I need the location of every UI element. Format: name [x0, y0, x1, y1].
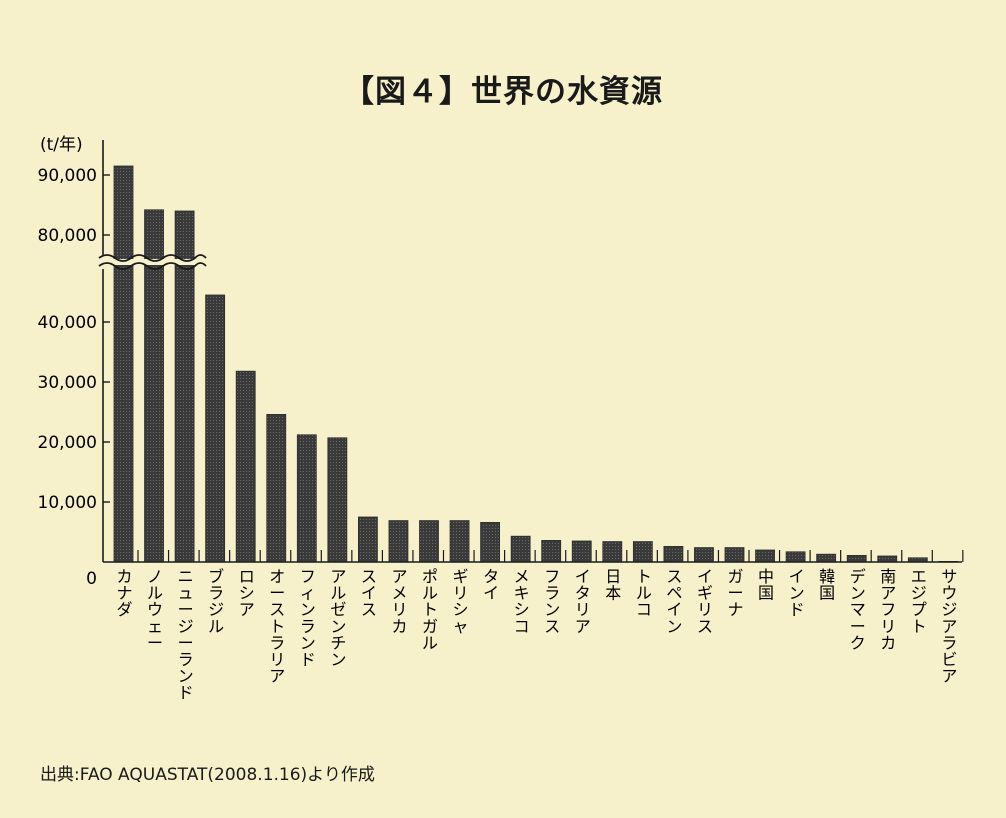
bar	[816, 553, 837, 563]
y-tick-label: 90,000	[38, 166, 97, 186]
x-tick-label: 韓国	[819, 567, 835, 603]
axis-break-gap	[97, 259, 207, 265]
y-tick-label: 10,000	[38, 493, 97, 513]
y-axis-unit-label: (t/年)	[40, 135, 83, 155]
y-tick-label: 30,000	[38, 373, 97, 393]
x-tick-label: オーストラリア	[269, 567, 285, 686]
bar	[449, 520, 470, 563]
x-tick-label: 南アフリカ	[880, 567, 896, 652]
x-tick-label: トルコ	[636, 567, 652, 619]
bar	[266, 413, 287, 563]
chart-title: 【図４】世界の水資源	[343, 74, 663, 110]
x-tick-label: フィンランド	[300, 567, 316, 669]
bar	[785, 551, 806, 563]
x-tick-label: サウジアラビア	[941, 567, 957, 686]
x-tick-label: メキシコ	[514, 567, 530, 636]
bar	[724, 547, 745, 563]
x-tick-label: インド	[789, 567, 805, 619]
x-tick-label: デンマーク	[850, 567, 866, 652]
axis-break-line	[98, 254, 207, 262]
x-tick-label: イギリス	[697, 567, 713, 636]
bar	[327, 437, 348, 563]
x-tick-label: ブラジル	[208, 567, 224, 636]
bar	[357, 516, 378, 563]
y-tick-label: 40,000	[38, 313, 97, 333]
bar	[205, 294, 226, 563]
bar	[571, 540, 592, 563]
x-tick-label: アメリカ	[391, 567, 407, 636]
bar	[694, 547, 714, 563]
x-tick-label: スイス	[361, 567, 377, 619]
bar	[113, 165, 134, 563]
bar	[510, 535, 531, 563]
x-tick-label: ガーナ	[727, 567, 743, 619]
source-note: 出典:FAO AQUASTAT(2008.1.16)より作成	[40, 765, 375, 785]
bar	[480, 522, 501, 563]
x-tick-label: イタリア	[575, 567, 591, 636]
x-tick-label: ノルウェー	[147, 567, 163, 652]
x-tick-label: フランス	[544, 567, 560, 636]
bar	[419, 520, 439, 563]
x-tick-label: ギリシャ	[453, 567, 469, 636]
x-tick-label: スペイン	[666, 567, 682, 636]
bar	[663, 546, 684, 563]
x-tick-label: 中国	[758, 567, 774, 603]
y-tick-label: 80,000	[38, 226, 97, 246]
bar	[877, 555, 898, 563]
y-tick-label: 20,000	[38, 433, 97, 453]
x-tick-label: ポルトガル	[422, 567, 438, 652]
x-tick-label: エジプト	[911, 567, 927, 636]
x-tick-label: ニュージーランド	[178, 567, 194, 702]
bar	[602, 541, 623, 563]
bar	[755, 549, 775, 563]
x-tick-label: タイ	[483, 567, 499, 603]
x-tick-label: 日本	[605, 567, 621, 603]
x-tick-label: アルゼンチン	[330, 567, 346, 669]
bar	[235, 370, 256, 563]
y-tick-label: 0	[86, 569, 97, 589]
bar	[846, 555, 867, 563]
bar	[632, 541, 653, 563]
x-tick-label: ロシア	[239, 567, 255, 619]
bar	[296, 434, 317, 563]
bar	[388, 520, 409, 563]
axis-break-line	[98, 262, 207, 270]
bar	[541, 540, 562, 563]
x-tick-label: カナダ	[116, 567, 132, 619]
